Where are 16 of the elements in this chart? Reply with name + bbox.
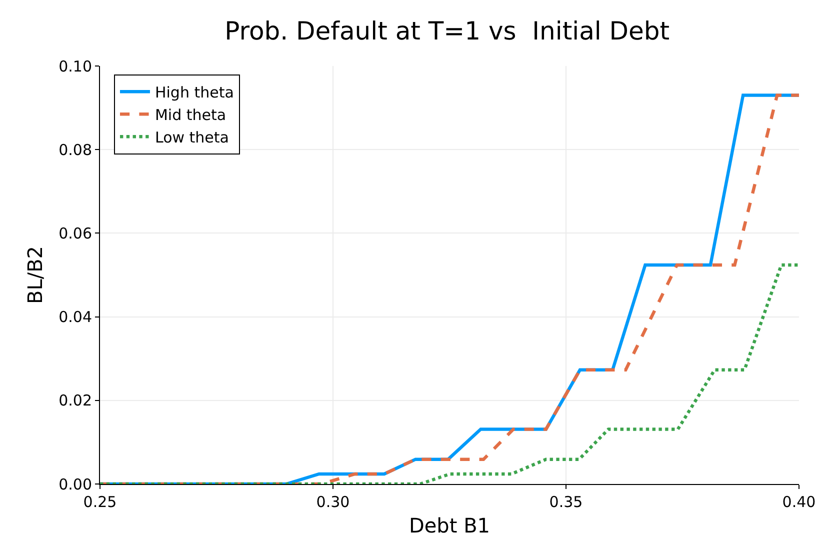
x-axis-title: Debt B1	[408, 514, 490, 538]
x-tick-label: 0.30	[316, 493, 350, 511]
y-tick-label: 0.00	[58, 475, 92, 494]
legend-label: Mid theta	[154, 106, 226, 124]
chart-title: Prob. Default at T=1 vs Initial Debt	[224, 16, 670, 46]
y-tick-label: 0.06	[58, 224, 92, 242]
x-tick-label: 0.40	[782, 493, 816, 511]
legend-label: High theta	[154, 83, 234, 102]
y-axis-title: BL/B2	[23, 246, 48, 304]
y-tick-label: 0.08	[58, 140, 92, 159]
legend-label: Low theta	[154, 128, 229, 146]
y-tick-label: 0.04	[58, 308, 92, 326]
y-tick-label: 0.10	[58, 57, 92, 76]
x-tick-label: 0.25	[83, 493, 117, 511]
x-tick-label: 0.35	[549, 493, 583, 511]
y-tick-label: 0.02	[58, 392, 92, 410]
